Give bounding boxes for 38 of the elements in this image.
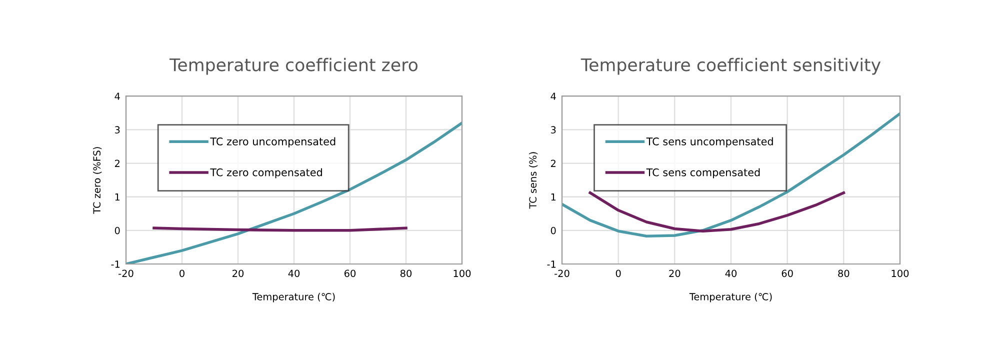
x-tick-label: 0 (180, 270, 184, 278)
y-tick-label: 2 (114, 160, 120, 167)
x-tick-label: 60 (344, 270, 356, 278)
y-tick-label: 1 (551, 193, 556, 201)
y-tick-label: 0 (550, 226, 556, 234)
legend-label: TC sens uncompensated (646, 137, 773, 148)
x-tick-label: 40 (725, 270, 737, 278)
x-tick-label: 100 (454, 270, 471, 278)
x-tick-label: -20 (118, 270, 134, 278)
y-axis-title: TC zero (%FS) (93, 147, 102, 214)
legend-label: TC zero uncompensated (210, 137, 336, 148)
y-tick-label: 3 (115, 126, 120, 134)
x-tick-label: 80 (400, 270, 412, 278)
y-tick-label: 1 (115, 193, 120, 201)
legend-label: TC sens compensated (646, 168, 760, 178)
x-axis-title: Temperature (℃) (689, 292, 772, 302)
line-series (588, 191, 846, 232)
y-tick-label: -1 (111, 260, 120, 268)
legend-label: TC zero compensated (210, 168, 322, 178)
y-tick-label: 4 (114, 92, 120, 100)
x-tick-label: 60 (782, 270, 793, 278)
y-tick-label: 0 (114, 226, 120, 234)
y-tick-label: 3 (551, 126, 556, 134)
x-tick-label: 20 (232, 270, 244, 278)
y-tick-label: -1 (547, 260, 556, 268)
x-tick-label: 80 (838, 270, 850, 278)
chart-title: Temperature coefficient sensitivity (580, 58, 881, 75)
x-tick-label: 20 (669, 270, 680, 278)
x-tick-label: -20 (554, 270, 570, 278)
x-tick-label: 0 (616, 270, 621, 278)
y-tick-label: 2 (550, 160, 556, 167)
y-tick-label: 4 (550, 92, 556, 100)
x-tick-label: 100 (892, 270, 909, 278)
x-axis-title: Temperature (℃) (252, 292, 335, 302)
line-series (562, 112, 900, 238)
y-axis-title: TC sens (%) (529, 152, 538, 209)
x-tick-label: 40 (288, 270, 300, 278)
chart-title: Temperature coefficient zero (169, 58, 418, 75)
